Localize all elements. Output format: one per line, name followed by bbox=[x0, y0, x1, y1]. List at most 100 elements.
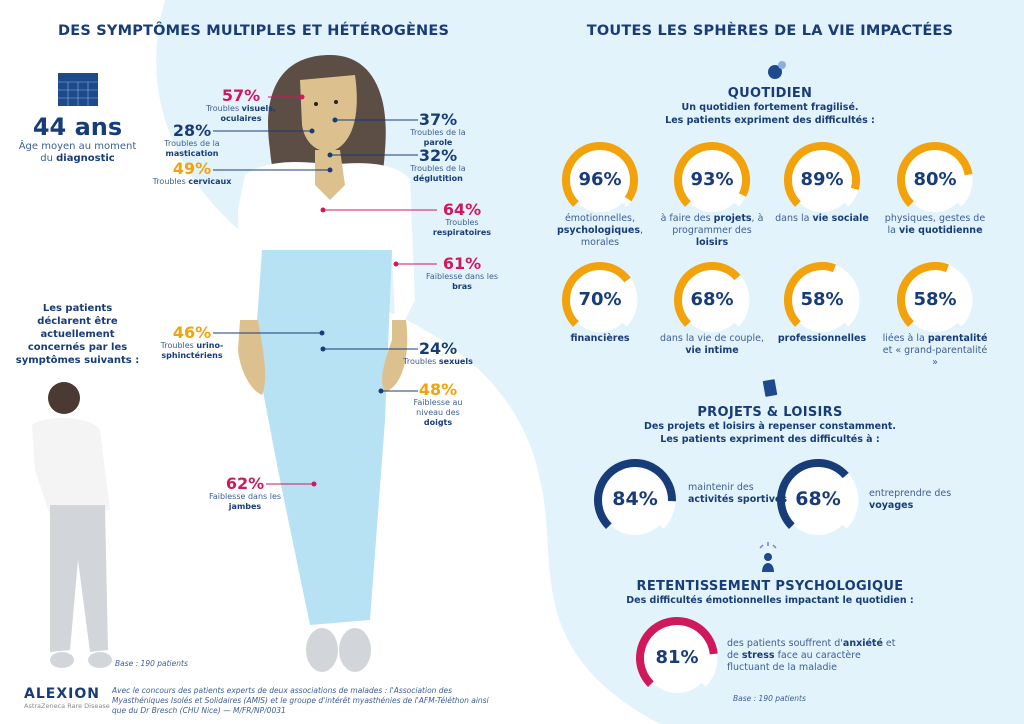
symptom-annotation: 46% Troubles urino-sphinctériens bbox=[137, 324, 247, 361]
gauge-center bbox=[680, 148, 744, 212]
label-segment: entreprendre des bbox=[869, 488, 952, 499]
gauge-percent: 70% bbox=[578, 288, 622, 310]
label-segment: professionnelles bbox=[777, 333, 867, 344]
symptom-connectors bbox=[213, 94, 437, 487]
label-segment: , à programmer des bbox=[672, 213, 764, 236]
gauge-percent: 89% bbox=[800, 168, 844, 190]
logo-text: ALEXION bbox=[24, 686, 100, 702]
label-segment: Troubles de la bbox=[164, 139, 220, 148]
label-segment: cervicaux bbox=[188, 177, 232, 186]
label-segment: doigts bbox=[423, 418, 453, 427]
gauge-fill bbox=[897, 262, 949, 327]
symptom-annotation: 62% Faiblesse dans les jambes bbox=[190, 475, 300, 512]
symptom-percent: 49% bbox=[172, 159, 212, 178]
label-segment: Faiblesse au niveau des bbox=[413, 398, 463, 417]
symptom-percent: 37% bbox=[418, 110, 458, 129]
symptom-percent: 61% bbox=[442, 254, 482, 273]
label-segment: mastication bbox=[165, 149, 219, 158]
right-title: TOUTES LES SPHÈRES DE LA VIE IMPACTÉES bbox=[586, 23, 954, 39]
psycho-title: RETENTISSEMENT PSYCHOLOGIQUE bbox=[636, 579, 904, 594]
gauge-percent: 58% bbox=[913, 288, 957, 310]
label-segment: Troubles bbox=[205, 104, 242, 113]
symptom-annotation: 49% Troubles cervicaux bbox=[137, 160, 247, 187]
symptom-label: Troubles cervicaux bbox=[137, 177, 247, 187]
symptom-label: Troubles de la déglutition bbox=[383, 164, 493, 184]
projets-header: PROJETS & LOISIRS Des projets et loisirs… bbox=[560, 405, 980, 446]
right-base-note: Base : 190 patients bbox=[733, 694, 806, 703]
symptom-percent: 62% bbox=[225, 474, 265, 493]
gauge-fill bbox=[777, 459, 849, 529]
gauge-percent: 68% bbox=[690, 288, 734, 310]
label-segment: maintenir des bbox=[688, 482, 754, 493]
label-segment: des patients souffrent d' bbox=[727, 638, 843, 649]
symptom-annotation: 64% Troubles respiratoires bbox=[407, 201, 517, 238]
gauge-percent: 84% bbox=[612, 488, 658, 511]
label-segment: Troubles bbox=[160, 341, 197, 350]
symptom-annotation: 28% Troubles de la mastication bbox=[137, 122, 247, 159]
projets-subtitle-1: Des projets et loisirs à repenser consta… bbox=[643, 421, 897, 432]
symptom-label: Faiblesse dans les bras bbox=[407, 272, 517, 292]
gauge-center bbox=[790, 148, 854, 212]
quotidien-gauge-label: émotionnelles, psychologiques, morales bbox=[545, 213, 655, 249]
label-segment: loisirs bbox=[695, 237, 729, 248]
symptom-annotation: 57% Troubles visuels, oculaires bbox=[186, 87, 296, 124]
gauge-center bbox=[790, 268, 854, 332]
label-segment: stress bbox=[741, 650, 775, 661]
label-segment: à faire des bbox=[660, 213, 714, 224]
label-segment: déglutition bbox=[413, 174, 463, 183]
gauge-center bbox=[903, 148, 967, 212]
label-segment: diagnostic bbox=[56, 153, 115, 164]
symptom-annotation: 48% Faiblesse au niveau des doigts bbox=[383, 381, 493, 428]
gauge-fill bbox=[784, 142, 860, 207]
symptom-label: Troubles urino-sphinctériens bbox=[137, 341, 247, 361]
gauge-fill bbox=[784, 262, 836, 327]
symptom-label: Troubles visuels, oculaires bbox=[186, 104, 296, 124]
label-segment: psychologiques bbox=[556, 225, 641, 236]
gauge-percent: 68% bbox=[795, 488, 841, 511]
label-segment: dans la vie de couple, bbox=[660, 333, 764, 344]
label-segment: Troubles de la bbox=[410, 164, 466, 173]
psycho-gauge-label: des patients souffrent d'anxiété et de s… bbox=[727, 638, 902, 674]
symptom-label: Troubles de la mastication bbox=[137, 139, 247, 159]
label-segment: dans la bbox=[775, 213, 813, 224]
symptom-label: Troubles respiratoires bbox=[407, 218, 517, 238]
label-segment: Troubles bbox=[152, 177, 189, 186]
quotidien-gauge-label: physiques, gestes de la vie quotidienne bbox=[880, 213, 990, 237]
alexion-logo: ALEXION AstraZeneca Rare Disease bbox=[24, 686, 110, 710]
label-segment: Âge moyen au moment du bbox=[18, 141, 137, 164]
label-segment: Faiblesse dans les bbox=[425, 272, 499, 281]
mean-age-value: 44 ans bbox=[32, 113, 123, 141]
label-segment: , morales bbox=[580, 225, 644, 248]
label-segment: financières bbox=[570, 333, 630, 344]
label-segment: et « grand-parentalité » bbox=[882, 345, 988, 368]
left-title: DES SYMPTÔMES MULTIPLES ET HÉTÉROGÈNES bbox=[58, 23, 450, 39]
man-illustration bbox=[32, 382, 112, 668]
weather-icon bbox=[768, 61, 786, 79]
symptoms-intro: Les patients déclarent être actuellement… bbox=[15, 303, 140, 366]
gauge-fill bbox=[674, 262, 741, 327]
symptom-label: Troubles sexuels bbox=[383, 357, 493, 367]
symptom-percent: 32% bbox=[418, 146, 458, 165]
gauge-fill bbox=[897, 142, 973, 207]
quotidien-gauge-label: liées à la parentalité et « grand-parent… bbox=[880, 333, 990, 369]
symptom-percent: 24% bbox=[418, 339, 458, 358]
symptom-percent: 46% bbox=[172, 323, 212, 342]
woman-illustration bbox=[238, 55, 415, 672]
psycho-subtitle: Des difficultés émotionnelles impactant … bbox=[626, 595, 914, 606]
gauge-percent: 58% bbox=[800, 288, 844, 310]
gauge-center bbox=[903, 268, 967, 332]
label-segment: respiratoires bbox=[432, 228, 492, 237]
label-segment: vie sociale bbox=[812, 213, 869, 224]
quotidien-gauge-label: à faire des projets, à programmer des lo… bbox=[657, 213, 767, 249]
label-segment: émotionnelles, bbox=[564, 213, 636, 224]
quotidien-subtitle-2: Les patients expriment des difficultés : bbox=[665, 115, 875, 126]
label-segment: urino-sphinctériens bbox=[161, 341, 224, 360]
quotidien-subtitle-1: Un quotidien fortement fragilisé. bbox=[681, 102, 859, 113]
label-segment: et de bbox=[727, 638, 896, 661]
symptom-annotation: 37% Troubles de la parole bbox=[383, 111, 493, 148]
distressed-person-icon bbox=[759, 542, 777, 572]
gauge-fill bbox=[636, 617, 718, 687]
psycho-header: RETENTISSEMENT PSYCHOLOGIQUE Des difficu… bbox=[560, 579, 980, 607]
gauge-percent: 96% bbox=[578, 168, 622, 190]
label-segment: Troubles de la bbox=[410, 128, 466, 137]
